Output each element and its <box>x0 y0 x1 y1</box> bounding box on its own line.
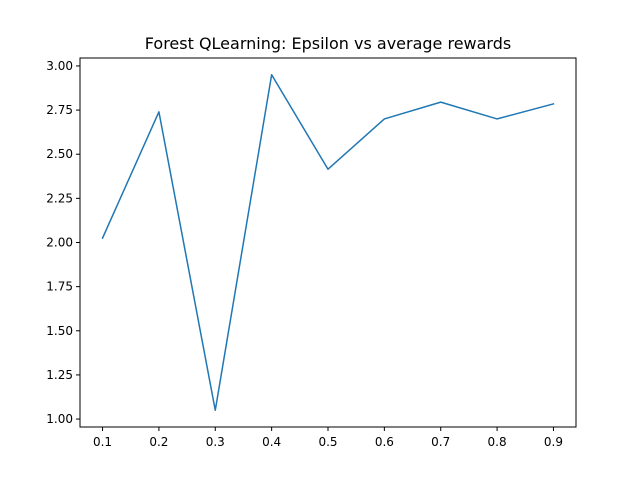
x-tick-label: 0.2 <box>149 435 168 449</box>
series-line <box>101 74 555 411</box>
x-tick-label: 0.3 <box>206 435 225 449</box>
chart-title: Forest QLearning: Epsilon vs average rew… <box>145 34 511 53</box>
x-tick-label: 0.6 <box>375 435 394 449</box>
x-tick-label: 0.9 <box>544 435 563 449</box>
y-tick-label: 2.00 <box>46 236 73 250</box>
x-axis: 0.1 0.2 0.3 0.4 0.5 0.6 0.7 0.8 0.9 <box>93 427 563 449</box>
x-tick-label: 0.7 <box>431 435 450 449</box>
y-tick-label: 1.00 <box>46 412 73 426</box>
y-axis: 1.00 1.25 1.50 1.75 2.00 2.25 2.50 2.75 3.00 <box>46 59 80 426</box>
plot-area: 0.1 0.2 0.3 0.4 0.5 0.6 0.7 0.8 0.9 1.00 1.25 1.50… <box>46 57 577 449</box>
y-tick-label: 2.50 <box>46 147 73 161</box>
series-layer <box>101 74 555 411</box>
y-tick-label: 3.00 <box>46 59 73 73</box>
x-tick-label: 0.8 <box>488 435 507 449</box>
y-tick-label: 1.50 <box>46 324 73 338</box>
y-tick-label: 1.25 <box>46 368 73 382</box>
y-tick-label: 2.75 <box>46 103 73 117</box>
y-tick-label: 2.25 <box>46 191 73 205</box>
axes-frame <box>79 57 577 428</box>
y-tick-label: 1.75 <box>46 280 73 294</box>
x-tick-label: 0.4 <box>262 435 281 449</box>
x-tick-label: 0.1 <box>93 435 112 449</box>
x-tick-label: 0.5 <box>318 435 337 449</box>
